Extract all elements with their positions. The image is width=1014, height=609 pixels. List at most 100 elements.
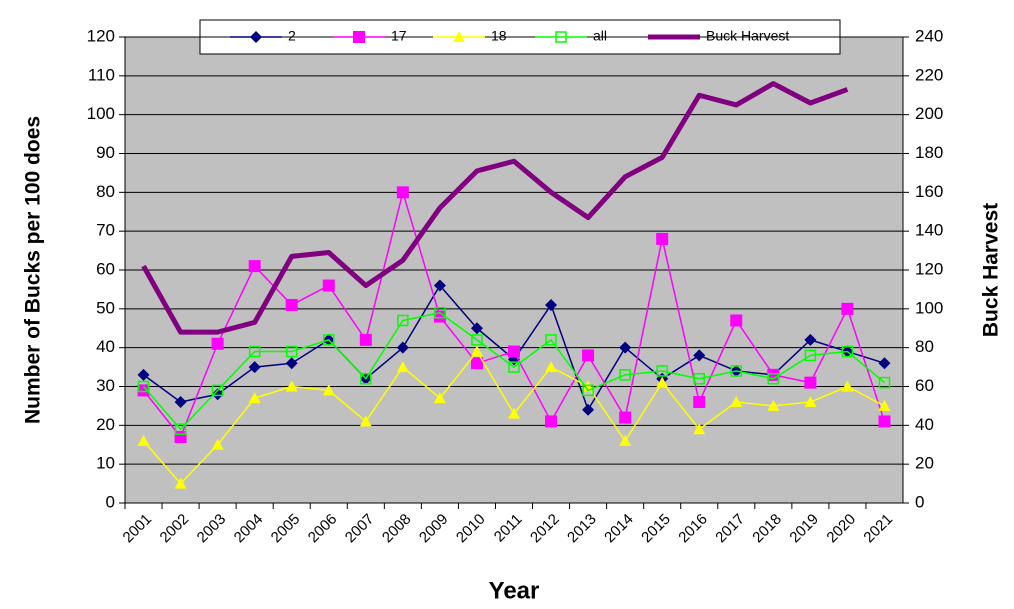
x-tick-label: 2004 bbox=[231, 511, 267, 547]
x-tick-label: 2003 bbox=[194, 511, 230, 547]
y2-tick-label: 80 bbox=[915, 337, 934, 356]
y-tick-label: 40 bbox=[96, 337, 115, 356]
y-tick-label: 70 bbox=[96, 221, 115, 240]
x-tick-label: 2002 bbox=[157, 511, 193, 547]
y2-tick-label: 60 bbox=[915, 376, 934, 395]
y2-tick-label: 120 bbox=[915, 259, 943, 278]
x-tick-label: 2016 bbox=[675, 511, 711, 547]
x-tick-label: 2006 bbox=[305, 511, 341, 547]
point bbox=[359, 415, 372, 427]
point bbox=[211, 337, 224, 350]
y-tick-label: 80 bbox=[96, 182, 115, 201]
point bbox=[582, 349, 595, 362]
point bbox=[804, 349, 817, 362]
point bbox=[174, 423, 187, 435]
x-tick-label: 2012 bbox=[527, 511, 563, 547]
point bbox=[285, 357, 298, 370]
point bbox=[619, 341, 632, 354]
x-tick-label: 2009 bbox=[416, 511, 452, 547]
legend-label: 18 bbox=[491, 28, 507, 44]
legend-label: all bbox=[593, 28, 607, 44]
series-line bbox=[141, 81, 849, 335]
x-tick-label: 2019 bbox=[786, 511, 822, 547]
point bbox=[285, 345, 298, 358]
point bbox=[545, 334, 557, 346]
point bbox=[248, 345, 261, 358]
x-tick-label: 2015 bbox=[638, 511, 674, 547]
y2-tick-label: 140 bbox=[915, 221, 943, 240]
point bbox=[656, 376, 669, 388]
y-tick-label: 20 bbox=[96, 415, 115, 434]
point bbox=[137, 368, 150, 381]
point bbox=[470, 322, 483, 335]
x-tick-label: 2017 bbox=[712, 511, 748, 547]
point bbox=[248, 361, 261, 374]
y-tick-label: 110 bbox=[88, 65, 115, 84]
y2-tick-label: 100 bbox=[915, 298, 943, 317]
point bbox=[767, 372, 780, 385]
y2-tick-label: 240 bbox=[915, 26, 943, 45]
point bbox=[582, 384, 594, 397]
legend-marker bbox=[250, 31, 262, 43]
point bbox=[841, 345, 854, 358]
series-line bbox=[142, 311, 885, 430]
point bbox=[211, 384, 224, 397]
point bbox=[693, 372, 705, 385]
x-tick-label: 2005 bbox=[268, 511, 304, 547]
x-tick-label: 2013 bbox=[564, 511, 600, 547]
point bbox=[582, 403, 595, 416]
point bbox=[137, 380, 150, 393]
x-tick-label: 2018 bbox=[749, 511, 785, 547]
legend-label: Buck Harvest bbox=[706, 28, 789, 44]
point bbox=[693, 396, 706, 409]
y2-axis-title: Buck Harvest bbox=[980, 203, 1003, 337]
point bbox=[211, 438, 224, 450]
point bbox=[174, 477, 187, 489]
point bbox=[545, 415, 558, 428]
y2-tick-label: 40 bbox=[915, 415, 934, 434]
point bbox=[396, 186, 409, 199]
y-tick-label: 100 bbox=[87, 104, 115, 123]
x-tick-label: 2020 bbox=[823, 511, 859, 547]
point bbox=[174, 396, 187, 409]
point bbox=[433, 279, 446, 292]
point bbox=[323, 334, 335, 346]
legend-label: 17 bbox=[391, 28, 407, 44]
point bbox=[878, 399, 891, 411]
y-tick-label: 90 bbox=[96, 143, 115, 162]
point bbox=[804, 396, 817, 408]
legend-marker bbox=[453, 31, 465, 42]
point bbox=[285, 380, 298, 392]
y2-tick-label: 160 bbox=[915, 182, 943, 201]
x-tick-label: 2007 bbox=[342, 511, 378, 547]
point bbox=[433, 392, 446, 404]
y2-tick-label: 200 bbox=[915, 104, 943, 123]
point bbox=[545, 298, 558, 311]
point bbox=[396, 361, 409, 373]
point bbox=[656, 365, 668, 377]
point bbox=[470, 345, 483, 357]
point bbox=[841, 380, 854, 392]
point bbox=[730, 365, 743, 377]
point bbox=[360, 372, 372, 385]
x-tick-label: 2014 bbox=[601, 511, 637, 547]
point bbox=[730, 396, 743, 408]
point bbox=[322, 384, 335, 396]
point bbox=[434, 306, 446, 319]
point bbox=[730, 314, 743, 327]
point bbox=[508, 361, 520, 373]
point bbox=[619, 369, 631, 381]
y2-tick-label: 0 bbox=[915, 492, 924, 511]
point bbox=[174, 430, 187, 443]
point bbox=[137, 384, 150, 397]
x-tick-label: 2001 bbox=[120, 511, 156, 547]
point bbox=[470, 357, 483, 370]
point bbox=[137, 434, 150, 446]
point bbox=[248, 392, 261, 404]
point bbox=[508, 407, 520, 419]
point bbox=[656, 232, 669, 245]
point bbox=[878, 357, 891, 370]
point bbox=[693, 423, 706, 435]
point bbox=[804, 333, 817, 346]
